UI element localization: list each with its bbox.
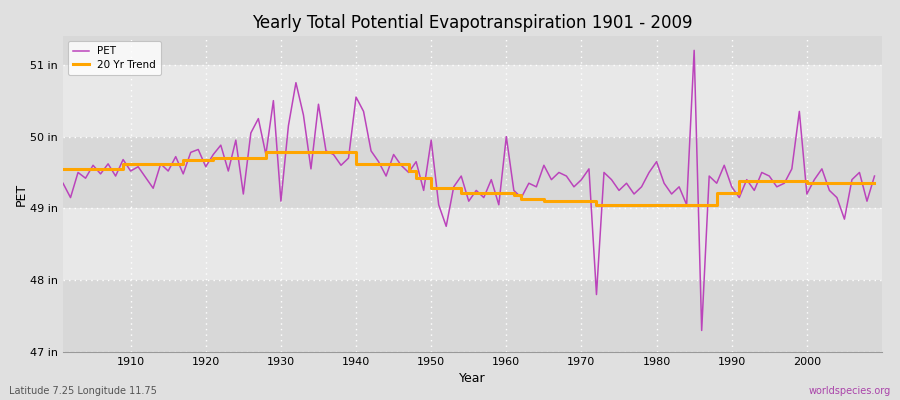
20 Yr Trend: [291, 150, 302, 155]
Bar: [63, 36, 882, 65]
20 Yr Trend: [591, 202, 602, 207]
PET: [493, 202, 504, 207]
20 Yr Trend: [118, 162, 129, 166]
PET: [501, 134, 512, 139]
PET: [328, 152, 339, 157]
Bar: [63, 65, 882, 136]
PET: [283, 123, 293, 128]
X-axis label: Year: Year: [459, 372, 486, 386]
PET: [697, 328, 707, 333]
PET: [869, 174, 880, 178]
20 Yr Trend: [260, 150, 271, 155]
Bar: [63, 280, 882, 352]
Bar: [63, 208, 882, 280]
Line: 20 Yr Trend: 20 Yr Trend: [63, 152, 875, 205]
20 Yr Trend: [508, 193, 519, 198]
PET: [688, 48, 699, 53]
Text: worldspecies.org: worldspecies.org: [809, 386, 891, 396]
20 Yr Trend: [869, 181, 880, 186]
Title: Yearly Total Potential Evapotranspiration 1901 - 2009: Yearly Total Potential Evapotranspiratio…: [252, 14, 693, 32]
20 Yr Trend: [606, 202, 616, 207]
Legend: PET, 20 Yr Trend: PET, 20 Yr Trend: [68, 41, 161, 75]
20 Yr Trend: [501, 190, 512, 195]
20 Yr Trend: [336, 150, 346, 155]
Y-axis label: PET: PET: [14, 182, 27, 206]
PET: [591, 292, 602, 297]
Line: PET: PET: [63, 50, 875, 330]
PET: [58, 181, 68, 186]
PET: [118, 157, 129, 162]
Text: Latitude 7.25 Longitude 11.75: Latitude 7.25 Longitude 11.75: [9, 386, 157, 396]
20 Yr Trend: [58, 166, 68, 171]
Bar: [63, 136, 882, 208]
